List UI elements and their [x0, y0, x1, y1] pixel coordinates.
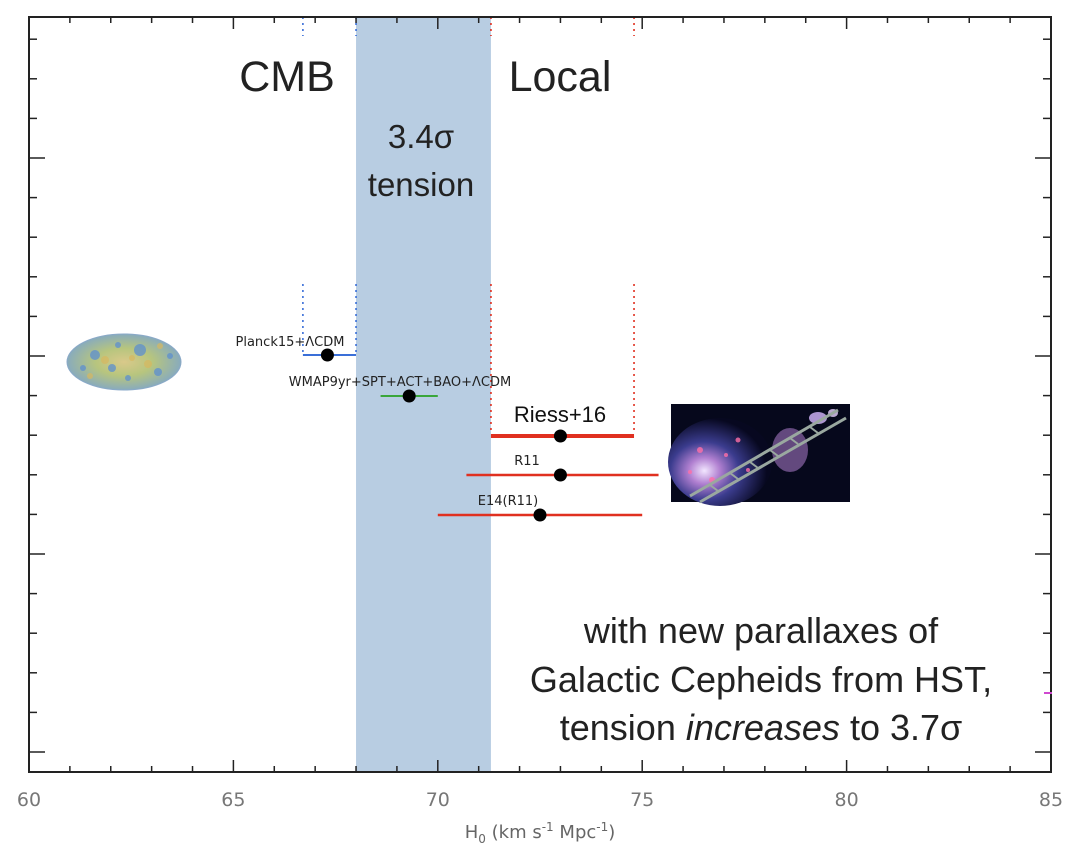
axis-ticks	[28, 17, 1052, 772]
annotation-line-2: Galactic Cepheids from HST,	[530, 659, 992, 700]
plot-frame	[28, 16, 1052, 773]
x-tick-label-3: 75	[630, 789, 654, 811]
data-point-1	[402, 389, 416, 403]
data-point-0	[320, 348, 334, 362]
x-tick-label-5: 85	[1039, 789, 1063, 811]
series-label-0: Planck15+ΛCDM	[236, 335, 345, 350]
data-point-4	[533, 508, 547, 522]
x-tick-label-2: 70	[426, 789, 450, 811]
series-label-4: E14(R11)	[478, 494, 538, 509]
x-tick-label-0: 60	[17, 789, 41, 811]
series-label-1: WMAP9yr+SPT+ACT+BAO+ΛCDM	[289, 375, 511, 390]
annotation-line-1: with new parallaxes of	[583, 610, 939, 651]
annotation-line-3: tension increases to 3.7σ	[560, 707, 962, 748]
x-tick-label-1: 65	[221, 789, 245, 811]
cmb-sky-map-image	[66, 333, 182, 391]
data-point-2	[553, 429, 567, 443]
x-tick-labels: 60 65 70 75 80 85	[17, 789, 1063, 811]
local-region-label: Local	[509, 53, 612, 101]
band-label-tension: tension	[368, 166, 474, 203]
data-point-3	[553, 468, 567, 482]
dotted-lines	[302, 17, 635, 432]
band-label-sigma: 3.4σ	[388, 118, 454, 155]
cmb-region-label: CMB	[239, 53, 335, 101]
tension-band	[356, 17, 491, 772]
series-label-3: R11	[514, 454, 540, 469]
x-tick-label-4: 80	[835, 789, 859, 811]
series-label-2: Riess+16	[514, 402, 606, 427]
galaxy-distance-ladder-image	[668, 404, 850, 506]
x-axis-title: H0 (km s-1 Mpc-1)	[465, 820, 616, 846]
series-layer: Planck15+ΛCDM WMAP9yr+SPT+ACT+BAO+ΛCDMRie…	[236, 335, 659, 522]
